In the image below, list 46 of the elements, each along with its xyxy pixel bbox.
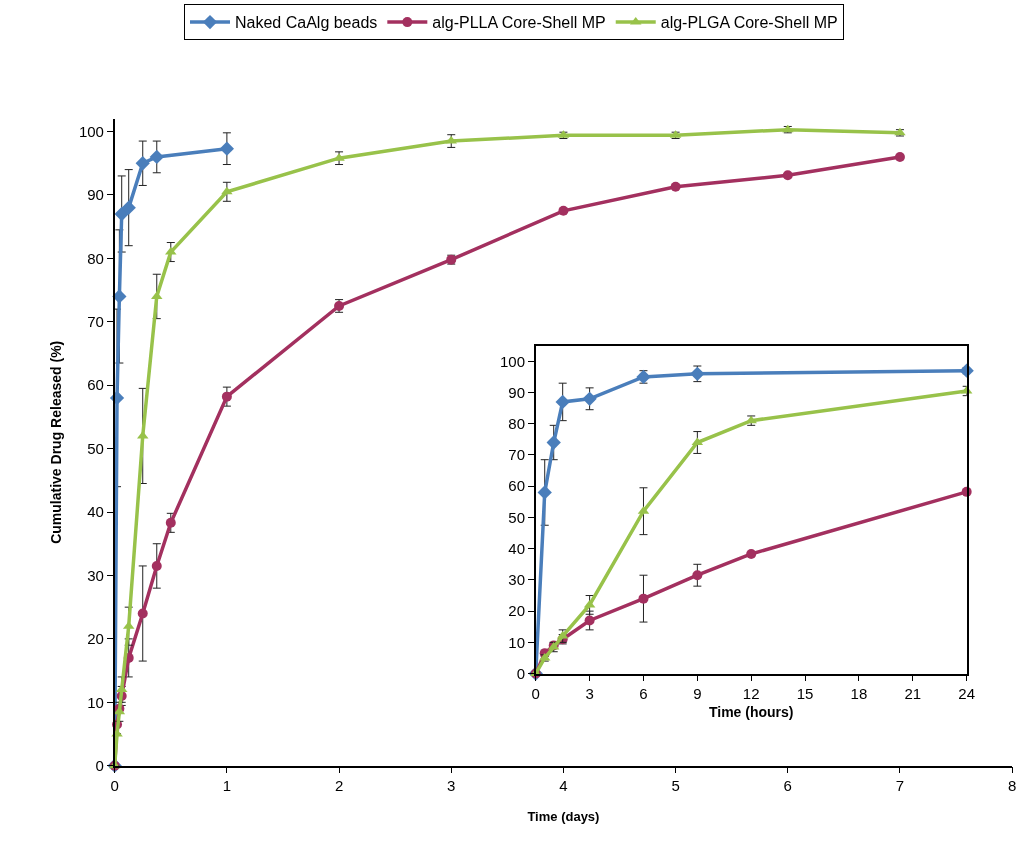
y-tick-label: 20 xyxy=(87,630,104,648)
x-tick-label: 5 xyxy=(671,777,680,795)
y-tick-label: 90 xyxy=(87,186,104,204)
x-tick-label: 6 xyxy=(639,685,648,703)
x-tick-label: 9 xyxy=(693,685,702,703)
y-tick-label: 100 xyxy=(499,352,525,370)
y-tick-label: 80 xyxy=(87,249,104,267)
y-tick-label: 30 xyxy=(87,566,104,584)
x-tick-label: 7 xyxy=(895,777,905,795)
x-tick-label: 3 xyxy=(585,685,594,703)
y-tick-label: 40 xyxy=(87,503,104,521)
y-tick-label: 100 xyxy=(78,122,104,140)
x-tick-label: 6 xyxy=(783,777,792,795)
x-axis-title: Time (days) xyxy=(527,808,600,824)
legend-label: Naked CaAlg beads xyxy=(235,14,378,32)
y-axis-title: Cumulative Drug Released (%) xyxy=(48,340,65,544)
x-tick-label: 3 xyxy=(447,777,456,795)
y-tick-label: 80 xyxy=(508,415,525,433)
y-tick-label: 60 xyxy=(508,477,525,495)
x-tick-label: 12 xyxy=(742,685,760,703)
y-tick-label: 20 xyxy=(508,602,525,620)
x-tick-label: 21 xyxy=(904,685,922,703)
x-tick-label: 0 xyxy=(531,685,540,703)
y-tick-label: 10 xyxy=(87,693,104,711)
legend-label: alg-PLLA Core-Shell MP xyxy=(432,14,606,32)
y-tick-label: 50 xyxy=(87,439,104,457)
x-tick-label: 24 xyxy=(958,685,976,703)
x-tick-label: 2 xyxy=(334,777,344,795)
y-tick-label: 0 xyxy=(95,756,104,774)
x-tick-label: 18 xyxy=(850,685,868,703)
y-tick-label: 60 xyxy=(87,376,104,394)
y-tick-label: 90 xyxy=(508,383,525,401)
x-tick-label: 4 xyxy=(559,777,568,795)
legend-label: alg-PLGA Core-Shell MP xyxy=(660,14,838,32)
y-tick-label: 70 xyxy=(508,446,525,464)
y-tick-label: 50 xyxy=(508,508,525,526)
y-tick-label: 0 xyxy=(516,664,525,682)
x-tick-label: 15 xyxy=(796,685,814,703)
y-tick-label: 10 xyxy=(508,633,525,651)
x-axis-title: Time (hours) xyxy=(708,704,794,721)
x-tick-label: 1 xyxy=(222,777,232,795)
y-tick-label: 70 xyxy=(87,313,104,331)
y-tick-label: 40 xyxy=(508,539,525,557)
x-tick-label: 0 xyxy=(110,777,119,795)
y-tick-label: 30 xyxy=(508,571,525,589)
x-tick-label: 8 xyxy=(1007,777,1017,795)
